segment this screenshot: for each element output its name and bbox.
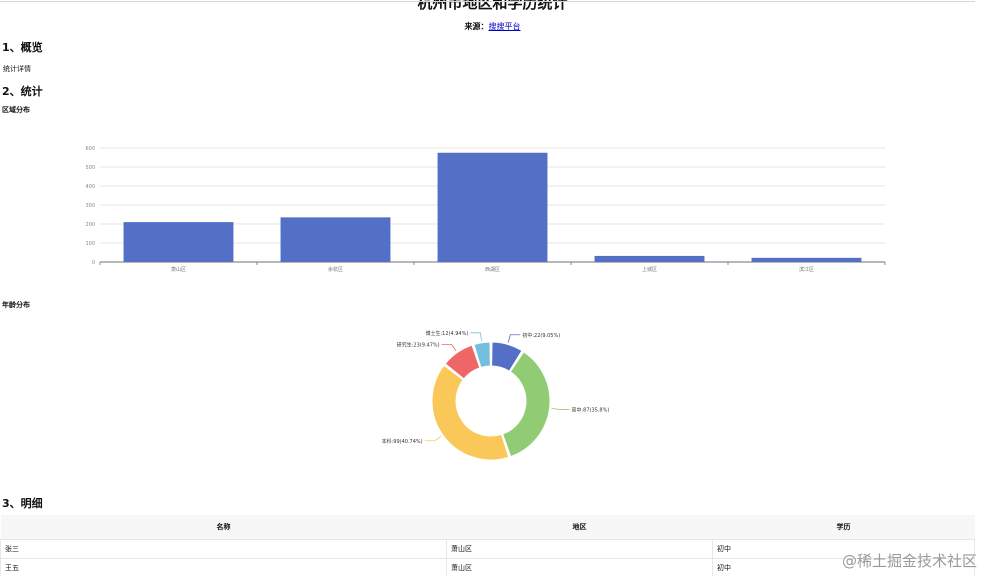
y-tick-label: 300: [85, 203, 95, 209]
x-tick-label: 西湖区: [485, 266, 500, 273]
slice-label-line: [441, 343, 457, 352]
slice-label: 博士生:12(4.94%): [425, 330, 468, 337]
column-header-region: 地区: [446, 515, 713, 540]
bar-萧山区: [123, 222, 234, 262]
source-label: 来源：: [464, 22, 489, 31]
bar-滨江区: [751, 257, 862, 262]
page-title: 杭州市地区和学历统计: [417, 0, 568, 12]
overview-heading: 1、概览: [2, 41, 43, 54]
y-tick-label: 200: [85, 222, 95, 228]
bar-西湖区: [437, 152, 548, 262]
region-bar-chart: 0 100 200 300 400 500 600 萧山区 余杭区 西湖区 上城区 滨江区: [85, 146, 886, 273]
overview-note: 统计详情: [3, 65, 31, 73]
watermark: @稀土掘金技术社区: [841, 552, 977, 570]
y-tick-label: 400: [85, 184, 95, 190]
source-row: 来源：搜搜平台: [0, 21, 985, 32]
cell-region: 萧山区: [446, 539, 713, 559]
slice-label-line: [551, 408, 570, 410]
slice-label: 初中:22(9.05%): [522, 332, 560, 339]
table-row: 张三 萧山区 初中: [0, 539, 975, 559]
stats-heading: 2、统计: [2, 85, 43, 98]
table-row: 王五 萧山区 初中: [0, 558, 975, 576]
cell-name: 张三: [0, 539, 447, 559]
slice-2: [431, 364, 510, 461]
source-link[interactable]: 搜搜平台: [488, 22, 521, 31]
age-donut-chart: 初中:22(9.05%) 高中:87(35.8%) 本科:99(40.74%) 研究生…: [382, 330, 609, 461]
y-tick-label: 0: [92, 260, 95, 266]
slice-label: 高中:87(35.8%): [571, 406, 609, 413]
region-distribution-label: 区域分布: [2, 106, 30, 114]
slice-label-line: [507, 334, 521, 343]
slice-4: [473, 341, 491, 368]
slice-3: [444, 344, 481, 380]
y-tick-label: 600: [85, 146, 95, 152]
bar-上城区: [594, 255, 705, 262]
slice-label: 本科:99(40.74%): [382, 438, 423, 445]
top-divider: [0, 1, 975, 2]
x-tick-label: 萧山区: [171, 266, 186, 273]
y-tick-label: 100: [85, 241, 95, 247]
cell-name: 王五: [0, 558, 447, 576]
cell-region: 萧山区: [446, 558, 713, 576]
slice-1: [502, 351, 551, 458]
slice-0: [491, 341, 523, 372]
slice-label-line: [470, 332, 482, 341]
column-header-name: 名称: [0, 515, 447, 540]
bar-余杭区: [280, 217, 391, 262]
slice-label-line: [424, 435, 442, 442]
cell-education: 初中: [712, 558, 975, 576]
detail-table: 名称 地区 学历 张三 萧山区 初中 王五 萧山区 初中: [0, 515, 975, 576]
y-tick-label: 500: [85, 165, 95, 171]
slice-label: 研究生:23(9.47%): [397, 341, 440, 348]
x-tick-label: 滨江区: [799, 266, 814, 273]
detail-heading: 3、明细: [2, 497, 43, 510]
table-header-row: 名称 地区 学历: [0, 515, 975, 540]
x-tick-label: 上城区: [642, 266, 657, 273]
age-distribution-label: 年龄分布: [2, 301, 30, 309]
column-header-education: 学历: [712, 515, 975, 540]
x-tick-label: 余杭区: [328, 266, 343, 273]
